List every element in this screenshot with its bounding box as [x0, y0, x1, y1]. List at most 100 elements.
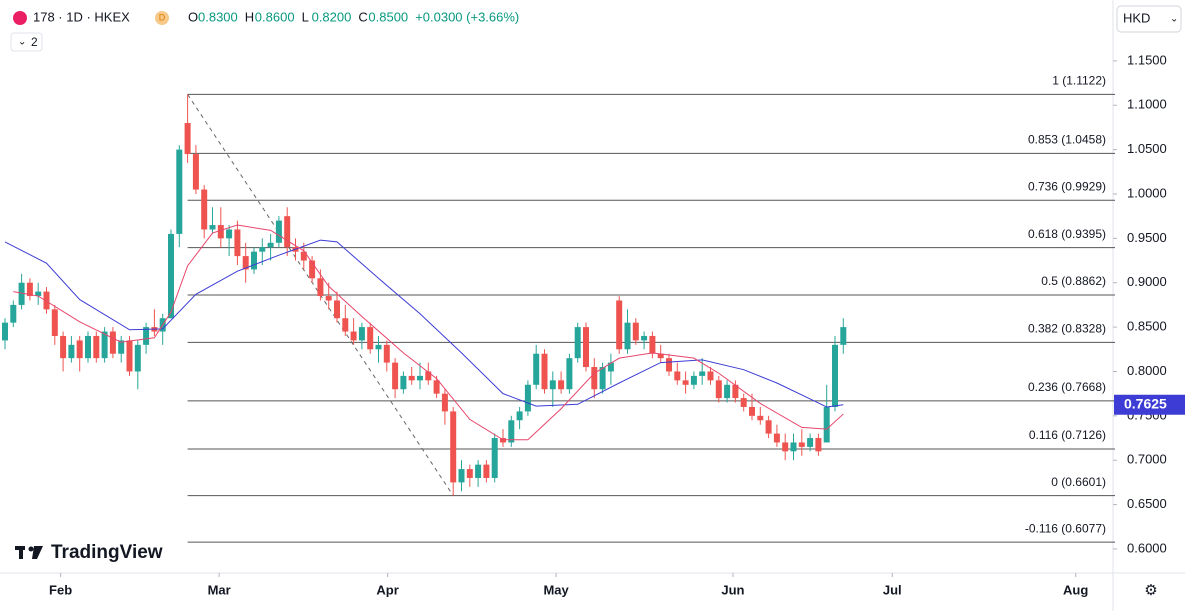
fib-label: 0.382 (0.8328) — [1028, 322, 1106, 336]
candle-body — [773, 433, 780, 443]
candle-body — [516, 411, 523, 421]
tv-logo: TradingView — [51, 542, 163, 563]
candle-body — [358, 327, 365, 341]
candle-body — [690, 375, 697, 385]
tv-logo-mark — [15, 546, 43, 559]
candle-body — [450, 411, 457, 483]
candle-body — [334, 300, 340, 319]
settings-icon[interactable]: ⚙ — [1144, 582, 1157, 599]
candle-body — [109, 331, 116, 354]
symbol: 178 · 1D · HKEX — [33, 9, 130, 24]
candle-body — [383, 344, 390, 363]
candle-body — [458, 469, 465, 483]
fib-label: -0.116 (0.6077) — [1025, 521, 1106, 535]
candle-body — [649, 335, 656, 354]
y-tick-label: 0.8500 — [1127, 319, 1167, 334]
candle-body — [10, 304, 17, 323]
ohlc-value: 0.8300 — [198, 9, 238, 24]
candle-body — [18, 282, 25, 305]
candle-body — [242, 256, 249, 270]
y-tick-label: 1.0000 — [1127, 185, 1167, 200]
indicator-count: 2 — [31, 35, 38, 49]
candle-body — [782, 442, 789, 452]
candle-body — [574, 327, 581, 359]
fib-label: 0.853 (1.0458) — [1028, 133, 1106, 147]
y-tick-label: 0.8000 — [1127, 363, 1167, 378]
candle-body — [757, 415, 764, 421]
candle-body — [674, 371, 681, 381]
moving-average — [4, 239, 844, 408]
candle-body — [325, 296, 332, 301]
y-tick-label: 1.0500 — [1127, 141, 1167, 156]
y-tick-label: 0.7000 — [1127, 452, 1167, 467]
candle-body — [184, 122, 191, 155]
chevron: ⌄ — [1170, 14, 1178, 25]
candle-body — [259, 247, 266, 252]
candle-body — [93, 335, 100, 359]
y-tick-label: 1.1500 — [1127, 52, 1167, 67]
change: +0.0300 (+3.66%) — [415, 9, 519, 24]
ohlc-label: H — [245, 9, 254, 24]
badge-bg — [155, 11, 169, 25]
candle-body — [118, 340, 125, 354]
fib-label: 0.5 (0.8862) — [1041, 274, 1106, 288]
symbol-logo — [13, 11, 27, 25]
candle-body — [76, 340, 83, 359]
candle-body — [51, 309, 58, 336]
candle-body — [275, 220, 282, 243]
last-value-label: 0.7625 — [1124, 395, 1167, 411]
candle-body — [43, 291, 50, 310]
candle-body — [549, 380, 556, 390]
candle-body — [367, 327, 374, 350]
x-tick-label: Aug — [1063, 582, 1088, 597]
ohlc-label: C — [358, 9, 367, 24]
candle-body — [566, 358, 573, 390]
candle-body — [425, 371, 432, 381]
x-tick-label: Apr — [376, 582, 398, 597]
candle-body — [134, 344, 141, 372]
candle-body — [749, 406, 755, 416]
candle-body — [309, 260, 316, 279]
x-tick-label: May — [543, 582, 569, 597]
candle-body — [342, 318, 349, 332]
badge: D — [159, 12, 166, 22]
candle-body — [284, 216, 291, 248]
candle-body — [192, 154, 199, 190]
candle-body — [533, 353, 540, 385]
y-tick-label: 1.1000 — [1127, 97, 1167, 112]
candle-body — [491, 438, 498, 478]
candle-body — [101, 331, 108, 359]
candle-body — [657, 353, 664, 359]
candle-body — [682, 380, 689, 385]
candle-body — [790, 442, 797, 452]
x-tick-label: Mar — [208, 582, 231, 597]
candle-body — [599, 367, 606, 390]
candle-body — [632, 322, 639, 341]
candle-body — [591, 367, 598, 390]
candle-body — [234, 229, 241, 257]
candle-body — [483, 464, 490, 478]
candle-body — [300, 251, 307, 261]
candle-body — [607, 362, 614, 372]
indicator-toggle[interactable] — [10, 32, 43, 52]
ohlc-value: 0.8600 — [255, 9, 295, 24]
candle-body — [226, 229, 233, 239]
chevron: ⌄ — [18, 37, 26, 48]
plot: 0.60000.65000.70000.75000.80000.85000.90… — [2, 52, 1185, 597]
x-tick-label: Jun — [721, 582, 744, 597]
candle-body — [267, 242, 274, 248]
candle-body — [541, 353, 548, 390]
candle-body — [251, 251, 257, 270]
currency-select[interactable] — [1116, 5, 1182, 33]
y-tick-label: 0.9500 — [1127, 230, 1167, 245]
candle-body — [2, 322, 8, 341]
candle-body — [641, 335, 648, 341]
candle-body — [143, 327, 150, 345]
ohlc-values: O 0.8300 H 0.8600 L 0.8200 C 0.8500 +0.0300 (+3.… — [188, 9, 519, 24]
fib-label: 1 (1.1122) — [1052, 74, 1106, 88]
x-tick-label: Jul — [883, 582, 902, 597]
candle-body — [798, 442, 805, 447]
candle-body — [350, 331, 357, 341]
candle-body — [201, 189, 208, 230]
